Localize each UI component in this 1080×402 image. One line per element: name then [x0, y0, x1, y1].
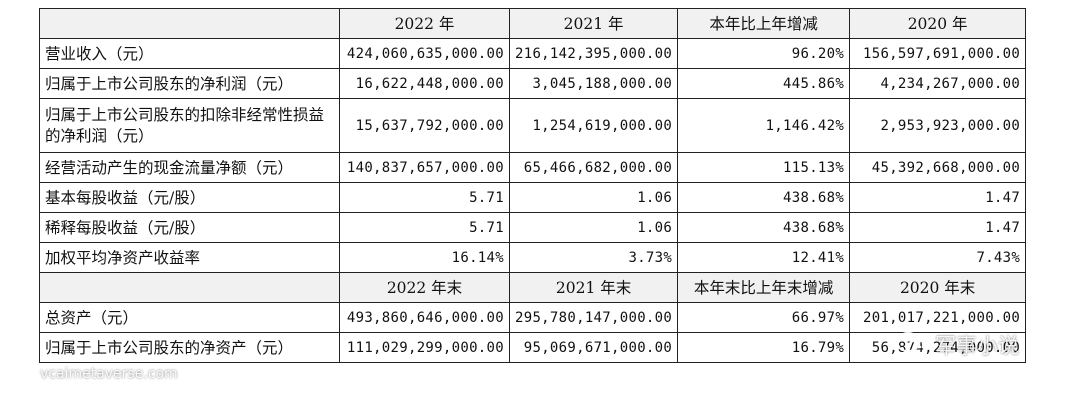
row-label: 加权平均净资产收益率	[39, 242, 340, 273]
value-change: 66.97%	[677, 302, 851, 333]
value-2022-end: 111,029,299,000.00	[339, 332, 510, 363]
watermark-account-name: 军事小说	[935, 334, 1019, 358]
header-cell-2020: 2020 年	[849, 8, 1027, 39]
subheader-cell-change: 本年末比上年末增减	[677, 272, 851, 303]
value-2021: 216,142,395,000.00	[508, 38, 679, 69]
table-row: 营业收入（元） 424,060,635,000.00 216,142,395,0…	[39, 38, 1027, 69]
row-label: 总资产（元）	[39, 302, 340, 333]
header-cell-empty	[39, 8, 340, 39]
watermark-account: 军事小说	[895, 330, 1019, 360]
value-change: 445.86%	[677, 68, 851, 99]
wechat-icon	[895, 332, 928, 357]
value-2021: 3.73%	[508, 242, 679, 273]
value-2022: 5.71	[339, 212, 510, 243]
value-2022: 424,060,635,000.00	[339, 38, 510, 69]
value-2022: 15,637,792,000.00	[339, 98, 510, 153]
value-2022: 140,837,657,000.00	[339, 152, 510, 183]
value-2021: 65,466,682,000.00	[508, 152, 679, 183]
table-row: 经营活动产生的现金流量净额（元） 140,837,657,000.00 65,4…	[39, 152, 1027, 183]
row-label: 归属于上市公司股东的净资产（元）	[39, 332, 340, 363]
table-row: 稀释每股收益（元/股） 5.71 1.06 438.68% 1.47	[39, 212, 1027, 243]
value-2020: 1.47	[849, 212, 1027, 243]
value-2021-end: 295,780,147,000.00	[508, 302, 679, 333]
value-2021: 3,045,188,000.00	[508, 68, 679, 99]
table-row: 加权平均净资产收益率 16.14% 3.73% 12.41% 7.43%	[39, 242, 1027, 273]
subheader-cell-empty	[39, 272, 340, 303]
financial-summary-table-wrapper: 2022 年 2021 年 本年比上年增减 2020 年 营业收入（元） 424…	[39, 8, 1027, 363]
value-2022: 16,622,448,000.00	[339, 68, 510, 99]
table-row: 基本每股收益（元/股） 5.71 1.06 438.68% 1.47	[39, 182, 1027, 213]
value-2020: 156,597,691,000.00	[849, 38, 1027, 69]
subheader-cell-2020-end: 2020 年末	[849, 272, 1027, 303]
value-2020: 4,234,267,000.00	[849, 68, 1027, 99]
value-change: 1,146.42%	[677, 98, 851, 153]
row-label: 基本每股收益（元/股）	[39, 182, 340, 213]
subheader-cell-2022-end: 2022 年末	[339, 272, 510, 303]
row-label: 归属于上市公司股东的扣除非经常性损益的净利润（元）	[39, 98, 340, 153]
value-2022: 5.71	[339, 182, 510, 213]
value-2020: 2,953,923,000.00	[849, 98, 1027, 153]
value-change: 438.68%	[677, 212, 851, 243]
value-change: 438.68%	[677, 182, 851, 213]
value-2020: 45,392,668,000.00	[849, 152, 1027, 183]
subheader-cell-2021-end: 2021 年末	[508, 272, 679, 303]
value-change: 16.79%	[677, 332, 851, 363]
watermark-url: vcaimetaverse.com	[40, 366, 178, 382]
value-change: 96.20%	[677, 38, 851, 69]
value-2021: 1.06	[508, 182, 679, 213]
table-row: 总资产（元） 493,860,646,000.00 295,780,147,00…	[39, 302, 1027, 333]
value-2020: 1.47	[849, 182, 1027, 213]
value-change: 115.13%	[677, 152, 851, 183]
table-header-row: 2022 年 2021 年 本年比上年增减 2020 年	[39, 8, 1027, 39]
value-2021: 1,254,619,000.00	[508, 98, 679, 153]
value-2020-end: 201,017,221,000.00	[849, 302, 1027, 333]
value-2022: 16.14%	[339, 242, 510, 273]
value-2021-end: 95,069,671,000.00	[508, 332, 679, 363]
value-change: 12.41%	[677, 242, 851, 273]
row-label: 稀释每股收益（元/股）	[39, 212, 340, 243]
header-cell-2022: 2022 年	[339, 8, 510, 39]
value-2022-end: 493,860,646,000.00	[339, 302, 510, 333]
header-cell-2021: 2021 年	[508, 8, 679, 39]
table-row: 归属于上市公司股东的净利润（元） 16,622,448,000.00 3,045…	[39, 68, 1027, 99]
table-row: 归属于上市公司股东的净资产（元） 111,029,299,000.00 95,0…	[39, 332, 1027, 363]
row-label: 归属于上市公司股东的净利润（元）	[39, 68, 340, 99]
value-2021: 1.06	[508, 212, 679, 243]
header-cell-change: 本年比上年增减	[677, 8, 851, 39]
row-label: 营业收入（元）	[39, 38, 340, 69]
value-2020: 7.43%	[849, 242, 1027, 273]
row-label: 经营活动产生的现金流量净额（元）	[39, 152, 340, 183]
table-row: 归属于上市公司股东的扣除非经常性损益的净利润（元） 15,637,792,000…	[39, 98, 1027, 153]
financial-summary-table: 2022 年 2021 年 本年比上年增减 2020 年 营业收入（元） 424…	[39, 8, 1027, 363]
table-subheader-row: 2022 年末 2021 年末 本年末比上年末增减 2020 年末	[39, 272, 1027, 303]
